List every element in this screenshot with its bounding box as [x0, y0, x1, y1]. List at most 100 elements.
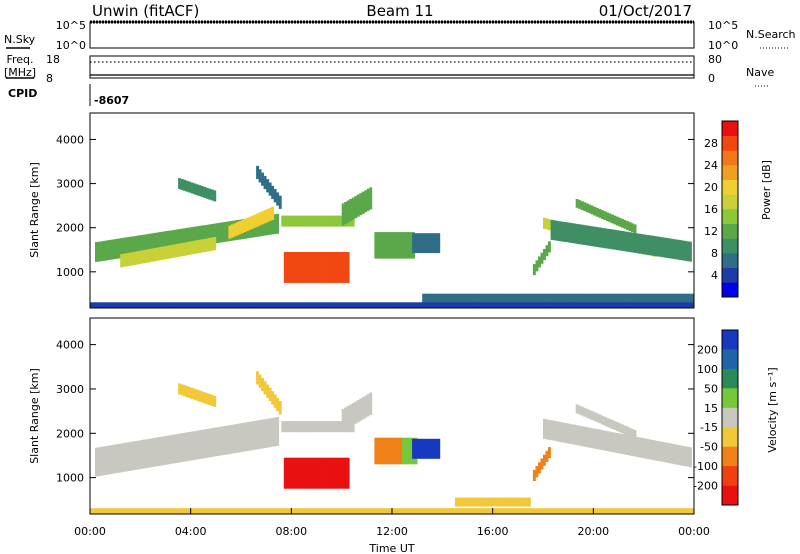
echo-cell	[276, 508, 280, 514]
echo-cell	[623, 425, 627, 435]
echo-cell	[419, 302, 423, 308]
echo-cell	[666, 442, 670, 463]
echo-cell	[253, 420, 257, 450]
echo-cell	[241, 508, 244, 514]
echo-cell	[331, 421, 335, 433]
echo-cell	[195, 184, 199, 196]
echo-cell	[137, 235, 141, 256]
echo-cell	[306, 302, 310, 308]
echo-cell	[168, 230, 171, 251]
echo-cell	[661, 302, 665, 308]
echo-cell	[397, 302, 400, 308]
echo-cell	[633, 233, 637, 253]
echo-cell	[558, 421, 561, 442]
echo-cell	[467, 497, 471, 507]
beam-title: Beam 11	[366, 2, 433, 20]
date-title: 01/Oct/2017	[599, 2, 692, 20]
echo-cell	[361, 191, 365, 214]
nave-label: Nave	[746, 66, 774, 79]
echo-cell	[616, 433, 619, 453]
echo-cell	[465, 302, 468, 308]
echo-cell	[641, 437, 644, 458]
echo-cell	[575, 302, 579, 308]
echo-cell	[331, 457, 335, 489]
echo-cell	[314, 457, 317, 489]
echo-cell	[303, 508, 307, 514]
echo-cell	[631, 508, 634, 514]
echo-cell	[165, 508, 169, 514]
echo-cell	[530, 302, 534, 308]
echo-cell	[303, 302, 307, 308]
echo-cell	[306, 252, 310, 283]
echo-cell	[316, 215, 320, 227]
xtick-label: 08:00	[275, 525, 307, 538]
echo-cell	[92, 302, 96, 308]
echo-cell	[495, 302, 499, 308]
echo-cell	[621, 293, 624, 305]
echo-cell	[668, 302, 672, 308]
echo-cell	[326, 302, 330, 308]
echo-cell	[341, 203, 345, 226]
echo-cell	[583, 225, 587, 245]
echo-cell	[261, 508, 264, 514]
echo-cell	[633, 293, 637, 305]
echo-cell	[180, 433, 184, 462]
echo-cell	[560, 422, 564, 443]
echo-cell	[646, 302, 650, 308]
echo-cell	[621, 434, 624, 454]
xtick-label: 04:00	[175, 525, 207, 538]
echo-cell	[575, 199, 579, 208]
echo-cell	[563, 422, 566, 443]
echo-cell	[170, 434, 174, 464]
velocity-ylabel: Slant Range [km]	[28, 368, 41, 464]
echo-cell	[681, 508, 685, 514]
echo-cell	[218, 426, 222, 456]
echo-cell	[595, 413, 599, 423]
echo-cell	[437, 438, 441, 459]
echo-cell	[115, 302, 119, 308]
echo-cell	[590, 508, 594, 514]
echo-cell	[588, 508, 592, 514]
echo-cell	[291, 215, 295, 227]
colorbar-tick-label: 8	[711, 247, 718, 260]
echo-cell	[470, 508, 473, 514]
echo-cell	[444, 302, 448, 308]
echo-cell	[600, 430, 604, 451]
echo-cell	[308, 508, 312, 514]
echo-cell	[623, 302, 627, 308]
xtick-label: 00:00	[74, 525, 106, 538]
echo-cell	[286, 302, 290, 308]
echo-cell	[278, 508, 282, 514]
echo-cell	[100, 508, 103, 514]
echo-cell	[505, 293, 509, 305]
echo-cell	[610, 508, 614, 514]
echo-cell	[641, 508, 644, 514]
echo-cell	[663, 237, 667, 258]
echo-cell	[251, 215, 254, 229]
echo-cell	[653, 508, 657, 514]
echo-cell	[570, 223, 574, 243]
echo-cell	[389, 437, 393, 465]
echo-cell	[195, 430, 199, 460]
echo-cell	[351, 197, 355, 220]
echo-cell	[112, 302, 116, 308]
echo-cell	[480, 497, 483, 507]
echo-cell	[137, 440, 141, 470]
echo-cell	[198, 508, 202, 514]
echo-cell	[142, 302, 146, 308]
echo-cell	[213, 395, 217, 407]
echo-cell	[429, 508, 433, 514]
echo-cell	[683, 446, 687, 467]
echo-cell	[545, 419, 549, 440]
echo-cell	[616, 302, 619, 308]
echo-cell	[497, 497, 501, 507]
colorbar-swatch	[722, 282, 738, 298]
echo-cell	[344, 302, 348, 308]
echo-cell	[366, 508, 370, 514]
echo-cell	[459, 302, 463, 308]
echo-cell	[218, 302, 222, 308]
echo-cell	[150, 248, 154, 262]
echo-cell	[658, 508, 662, 514]
echo-cell	[487, 293, 491, 305]
echo-cell	[193, 388, 197, 400]
